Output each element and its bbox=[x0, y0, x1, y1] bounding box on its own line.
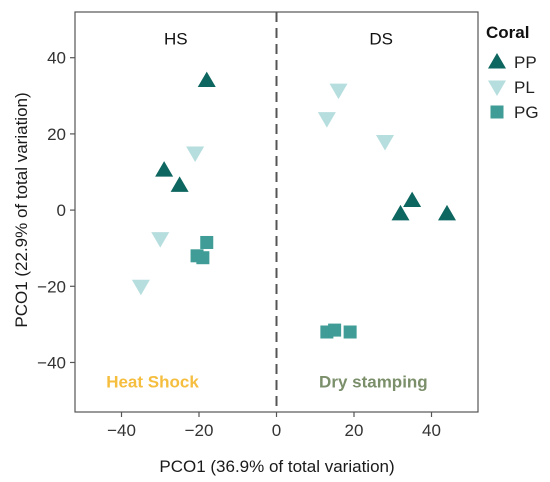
data-point-pl bbox=[151, 232, 170, 248]
data-point-pl bbox=[186, 146, 205, 162]
legend: Coral PP PL PG bbox=[486, 23, 539, 122]
data-point-pl bbox=[329, 83, 348, 100]
panel-label: HS bbox=[164, 30, 188, 49]
data-point-pp bbox=[403, 191, 422, 208]
data-point-pg bbox=[196, 251, 210, 265]
data-point-pp bbox=[197, 71, 216, 88]
x-axis-label: PCO1 (36.9% of total variation) bbox=[159, 457, 394, 476]
y-axis: −40 −20 0 20 40 bbox=[37, 49, 75, 372]
legend-marker-pg bbox=[490, 105, 504, 119]
y-tick-label: 40 bbox=[47, 49, 66, 68]
y-tick-label: 20 bbox=[47, 125, 66, 144]
annotation-label: Dry stamping bbox=[319, 373, 428, 392]
legend-marker-pp bbox=[488, 53, 506, 69]
x-tick-label: 0 bbox=[272, 421, 281, 440]
y-tick-label: 0 bbox=[57, 201, 66, 220]
x-tick-label: −20 bbox=[185, 421, 214, 440]
x-tick-label: 40 bbox=[422, 421, 441, 440]
panel-labels: HS DS Heat Shock Dry stamping bbox=[106, 30, 427, 392]
data-point-pg bbox=[200, 235, 214, 249]
legend-title: Coral bbox=[486, 23, 529, 42]
data-point-pp bbox=[438, 204, 456, 221]
data-points bbox=[131, 71, 456, 339]
data-point-pp bbox=[391, 204, 410, 221]
data-point-pg bbox=[328, 323, 342, 337]
data-point-pp bbox=[155, 161, 174, 177]
panel-label: DS bbox=[369, 30, 393, 49]
data-point-pg bbox=[343, 325, 357, 339]
annotation-label: Heat Shock bbox=[106, 373, 199, 392]
data-point-pl bbox=[131, 279, 150, 296]
legend-label: PL bbox=[514, 78, 535, 97]
legend-marker-pl bbox=[488, 80, 506, 96]
x-tick-label: 20 bbox=[345, 421, 364, 440]
y-axis-label: PCO1 (22.9% of total variation) bbox=[12, 92, 31, 327]
plot-panel bbox=[74, 11, 479, 413]
x-axis: −40 −20 0 20 40 bbox=[107, 412, 441, 440]
data-point-pp bbox=[170, 176, 189, 192]
legend-label: PG bbox=[514, 103, 539, 122]
legend-label: PP bbox=[514, 53, 537, 72]
data-point-pl bbox=[376, 135, 394, 151]
y-tick-label: −20 bbox=[37, 277, 66, 296]
data-point-pl bbox=[317, 112, 336, 128]
x-tick-label: −40 bbox=[107, 421, 136, 440]
y-tick-label: −40 bbox=[37, 353, 66, 372]
